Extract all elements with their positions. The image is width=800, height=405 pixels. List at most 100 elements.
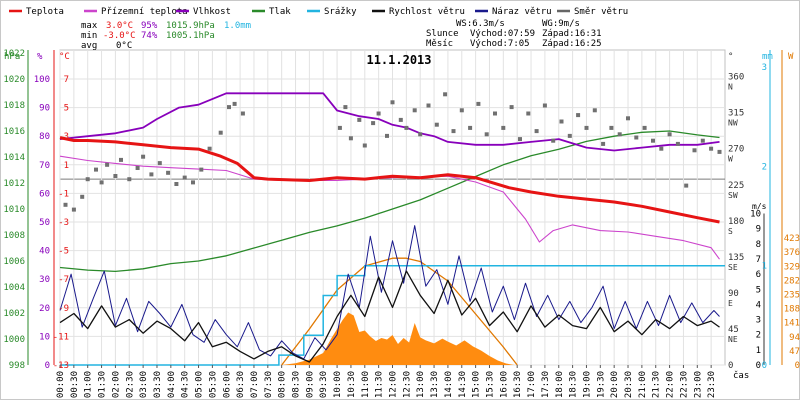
legend-label: Náraz větru [492,7,552,17]
wind-direction-point [451,129,456,134]
wind-direction-point [227,105,231,110]
chart-title: 11.1.2013 [366,53,431,67]
wind-direction-point [426,103,431,108]
x-tick-label: 08:00 [278,371,288,398]
x-tick-label: 23:30 [707,371,717,398]
wind-direction-point [348,136,353,141]
radiation-tick-label: 0 [795,361,800,371]
temperature-tick-label: 3 [64,132,69,142]
x-tick-label: 21:30 [652,371,662,398]
pressure-tick-label: 1020 [3,75,25,85]
wind-direction-point [141,154,146,159]
wind-direction-point [418,132,423,137]
direction-tick-label: 90 [728,289,739,299]
precip-tick-label: 3 [762,63,767,73]
wind-direction-point [434,122,439,127]
wind-direction-point [576,113,581,118]
x-tick-label: 02:30 [125,371,135,398]
x-tick-label: 18:00 [555,371,565,398]
legend: Teplota Přízemní teplota Vlhkost Tlak Srážky… [9,7,628,17]
temperature-tick-label: -1 [58,189,69,199]
x-tick-label: 18:30 [569,371,579,398]
solar-radiation-area [60,312,725,365]
x-tick-label: 22:00 [666,371,676,398]
wind-direction-point [443,92,448,97]
wind-direction-point [182,175,187,180]
wind-speed-summary: WS:6.3m/s [456,19,505,29]
x-tick-label: 17:00 [527,371,537,398]
wind-direction-point [232,101,237,106]
stats-min-label: min [81,31,97,41]
radiation-axis-unit: W [788,52,794,62]
wind-direction-point [343,105,348,110]
wind-direction-point [207,146,212,151]
direction-axis-unit: ° [728,52,733,62]
direction-compass-label: S [728,227,733,236]
wind-gust-line [59,225,720,360]
x-tick-label: 16:00 [499,371,509,398]
x-tick-label: 02:00 [111,371,121,398]
wind-direction-point [501,125,506,130]
humidity-tick-label: 10 [39,332,50,342]
pressure-tick-label: 1006 [3,257,25,267]
radiation-tick-label: 94 [789,333,800,343]
wind-direction-point [659,146,664,151]
direction-compass-label: SE [728,263,738,272]
wind-gust-summary: WG:9m/s [542,19,580,29]
x-tick-label: 23:00 [693,371,703,398]
wind-direction-point [371,121,376,126]
wind-direction-point [675,141,680,146]
x-tick-label: 10:00 [333,371,343,398]
x-tick-label: 19:30 [596,371,606,398]
wind-tick-label: 9 [756,225,761,235]
wind-direction-point [80,194,85,199]
x-tick-label: 13:30 [430,371,440,398]
wind-direction-point [584,125,589,130]
wind-direction-point [559,119,564,124]
humidity-tick-label: 70 [39,161,50,171]
grid [59,49,726,366]
x-tick-label: 15:00 [472,371,482,398]
x-tick-label: 07:00 [250,371,260,398]
temperature-tick-label: -3 [58,218,69,228]
wind-direction-point [385,133,389,138]
x-tick-label: 04:30 [181,371,191,398]
x-tick-label: 13:00 [416,371,426,398]
x-tick-label: 05:00 [195,371,205,398]
pressure-tick-label: 1002 [3,309,25,319]
x-axis-label: čas [733,370,749,381]
wind-direction-point [174,182,179,186]
radiation-tick-label: 188 [784,305,800,315]
x-tick-label: 15:30 [485,371,495,398]
legend-label: Srážky [324,7,357,17]
legend-label: Směr větru [574,7,628,17]
direction-compass-label: NE [728,335,738,344]
precip-tick-label: 0 [762,361,767,371]
precip-axis-unit: mm [762,52,773,62]
temperature-tick-label: 5 [64,104,69,114]
wind-direction-point [567,133,572,138]
x-tick-label: 03:00 [139,371,149,398]
direction-compass-label: N [728,83,733,92]
wind-direction-point [651,138,655,143]
humidity-tick-label: 40 [39,247,50,257]
precip-tick-label: 1 [762,262,767,272]
pressure-tick-label: 998 [9,361,25,371]
wind-direction-point [542,103,547,108]
wind-direction-point [63,202,68,207]
x-tick-label: 17:30 [541,371,551,398]
theoretical-radiation-line [281,257,518,366]
radiation-tick-label: 282 [784,276,800,286]
radiation-tick-label: 376 [784,248,800,258]
wind-direction-point [85,177,90,182]
wind-direction-point [634,135,639,140]
wind-speed-line [59,270,720,363]
humidity-line [59,92,720,152]
wind-direction-point [390,100,395,105]
humidity-tick-label: 60 [39,189,50,199]
wind-direction-point [127,177,132,182]
wind-direction-point [135,166,140,170]
stats-panel: max 3.0°C 95% 1015.9hPa 1.0mm min -3.0°C 74% 100… [81,19,602,51]
x-tick-label: 03:30 [153,371,163,398]
temperature-line [59,136,720,224]
